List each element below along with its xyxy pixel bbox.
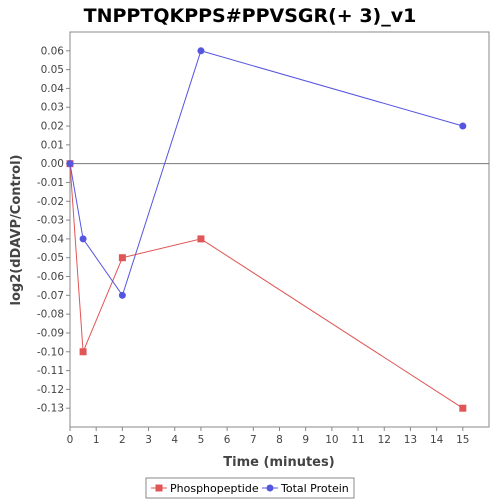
x-tick-label: 14 (430, 434, 444, 446)
phosphopeptide-legend-marker (155, 484, 163, 492)
x-tick-label: 15 (456, 434, 469, 446)
y-tick-label: -0.06 (37, 271, 64, 283)
x-tick-label: 6 (224, 434, 231, 446)
x-tick-label: 4 (171, 434, 178, 446)
y-tick-label: 0.00 (41, 158, 64, 170)
y-tick-label: -0.11 (37, 365, 64, 377)
x-tick-label: 8 (276, 434, 283, 446)
y-tick-label: -0.02 (37, 196, 64, 208)
y-tick-label: -0.03 (37, 215, 64, 227)
y-tick-label: 0.01 (41, 139, 64, 151)
x-tick-label: 11 (351, 434, 364, 446)
x-tick-label: 12 (378, 434, 391, 446)
total-protein-point (118, 291, 126, 299)
y-tick-label: -0.08 (37, 309, 64, 321)
y-tick-label: -0.10 (37, 346, 64, 358)
total-protein-legend-marker (266, 484, 274, 492)
x-tick-label: 7 (250, 434, 257, 446)
phosphopeptide-point (79, 348, 87, 356)
total-protein-point (197, 47, 205, 55)
phosphopeptide-point (197, 235, 205, 243)
phosphopeptide-point (459, 404, 467, 412)
y-tick-label: -0.01 (37, 177, 64, 189)
plot-frame (69, 31, 490, 428)
x-tick-label: 2 (119, 434, 126, 446)
total-protein-point (459, 122, 467, 130)
y-tick-label: -0.09 (37, 327, 64, 339)
x-tick-label: 3 (145, 434, 152, 446)
x-tick-label: 5 (198, 434, 205, 446)
y-tick-label: 0.04 (41, 83, 65, 95)
y-tick-label: -0.12 (37, 384, 64, 396)
legend: Phosphopeptide Total Protein (145, 477, 355, 499)
x-axis: 0 1 2 3 4 5 6 7 8 9 10 11 12 13 14 15 (67, 427, 470, 446)
total-protein-point (66, 160, 74, 168)
y-axis: 0.06 0.05 0.04 0.03 0.02 0.01 0.00 -0.01 -0.02 -0… (37, 45, 70, 415)
phosphopeptide-point (118, 254, 126, 262)
y-tick-label: 0.06 (41, 45, 65, 57)
y-tick-label: 0.03 (41, 102, 64, 114)
y-tick-label: -0.13 (37, 403, 64, 415)
y-tick-label: 0.05 (41, 64, 64, 76)
chart-title: TNPPTQKPPS#PPVSGR(+ 3)_v1 (84, 5, 417, 27)
x-tick-label: 0 (67, 434, 74, 446)
y-tick-label: 0.02 (41, 121, 64, 133)
y-tick-label: -0.05 (37, 252, 64, 264)
legend-frame (145, 477, 355, 499)
phosphopeptide-legend-label: Phosphopeptide (170, 482, 259, 495)
y-tick-label: -0.04 (37, 233, 64, 245)
y-tick-label: -0.07 (37, 290, 64, 302)
x-tick-label: 10 (325, 434, 338, 446)
x-tick-label: 13 (404, 434, 417, 446)
x-tick-label: 9 (302, 434, 309, 446)
x-axis-label: Time (minutes) (223, 455, 334, 470)
total-protein-point (79, 235, 87, 243)
series-layer (66, 47, 467, 412)
total-protein-legend-label: Total Protein (280, 482, 349, 495)
x-tick-label: 1 (93, 434, 100, 446)
y-axis-label: log2(dDAVP/Control) (9, 155, 24, 306)
